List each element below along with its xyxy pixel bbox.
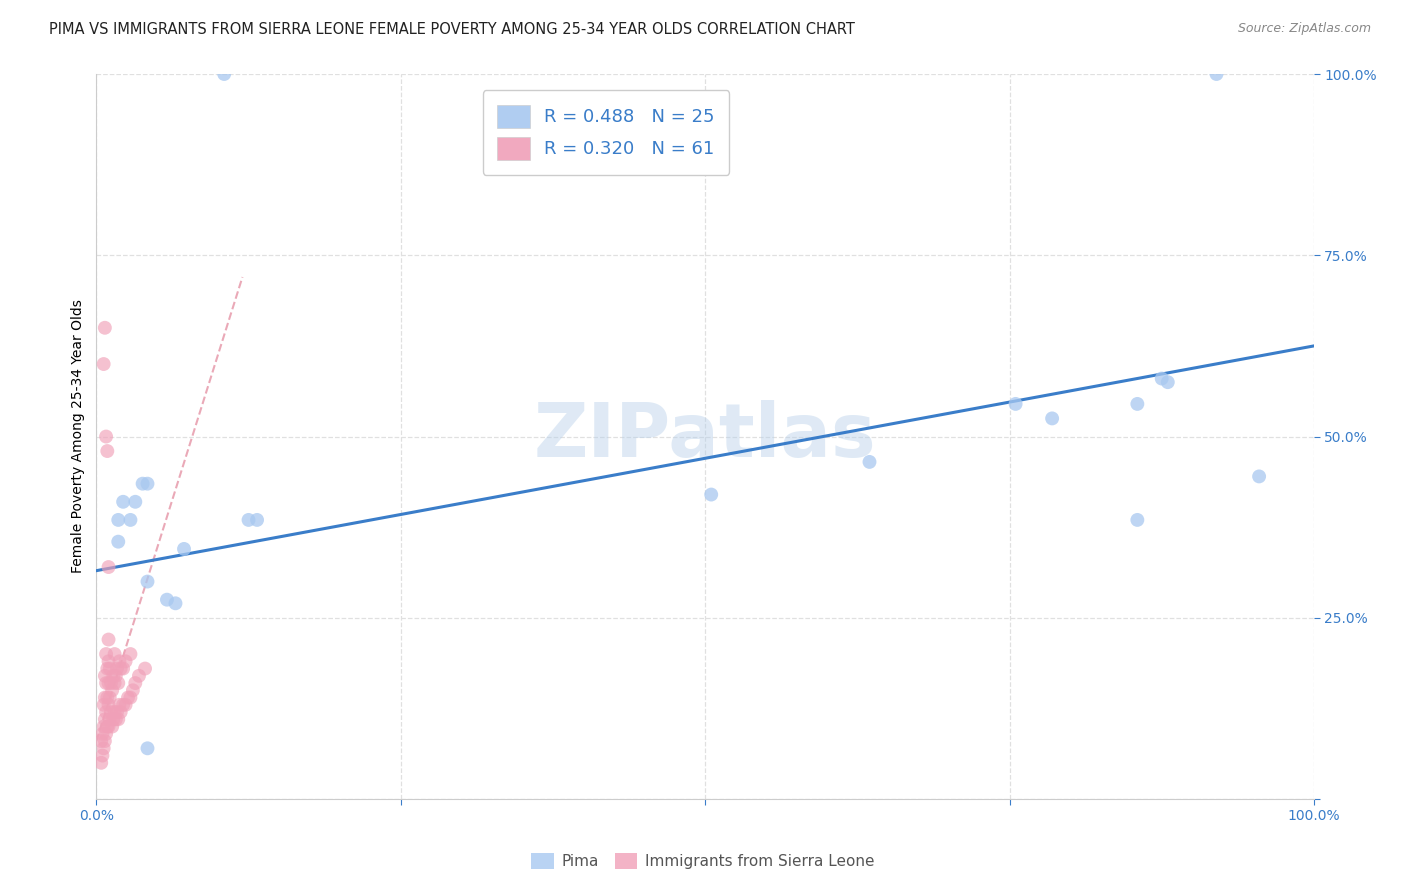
Point: [98, 712, 121, 726]
Point: [107, 534, 129, 549]
Point: [105, 705, 128, 719]
Text: Source: ZipAtlas.com: Source: ZipAtlas.com: [1237, 22, 1371, 36]
Point: [124, 676, 146, 690]
Point: [103, 669, 125, 683]
Point: [97, 560, 120, 574]
Point: [128, 669, 150, 683]
Point: [165, 596, 187, 610]
Point: [107, 513, 129, 527]
Point: [1205, 67, 1227, 81]
Point: [105, 662, 128, 676]
Point: [122, 683, 145, 698]
Point: [90, 756, 112, 770]
Point: [94, 429, 117, 443]
Point: [246, 513, 269, 527]
Point: [1040, 411, 1063, 425]
Point: [94, 647, 117, 661]
Point: [94, 320, 117, 334]
Point: [94, 727, 117, 741]
Point: [131, 476, 153, 491]
Point: [112, 698, 135, 712]
Point: [136, 574, 159, 589]
Point: [114, 698, 136, 712]
Point: [107, 712, 129, 726]
Text: PIMA VS IMMIGRANTS FROM SIERRA LEONE FEMALE POVERTY AMONG 25-34 YEAR OLDS CORREL: PIMA VS IMMIGRANTS FROM SIERRA LEONE FEM…: [49, 22, 855, 37]
Point: [124, 495, 146, 509]
Point: [98, 662, 121, 676]
Point: [97, 720, 120, 734]
Point: [94, 705, 117, 719]
Point: [156, 592, 179, 607]
Point: [108, 698, 131, 712]
Point: [96, 444, 118, 458]
Point: [90, 734, 112, 748]
Point: [108, 654, 131, 668]
Point: [136, 741, 159, 756]
Point: [114, 654, 136, 668]
Point: [94, 712, 117, 726]
Point: [96, 662, 118, 676]
Point: [101, 683, 124, 698]
Y-axis label: Female Poverty Among 25-34 Year Olds: Female Poverty Among 25-34 Year Olds: [72, 300, 86, 574]
Point: [110, 705, 132, 719]
Point: [212, 67, 235, 81]
Point: [93, 720, 115, 734]
Point: [110, 662, 132, 676]
Point: [93, 741, 115, 756]
Point: [91, 727, 114, 741]
Point: [112, 662, 135, 676]
Point: [97, 676, 120, 690]
Text: ZIPatlas: ZIPatlas: [534, 400, 876, 473]
Point: [96, 690, 118, 705]
Point: [97, 632, 120, 647]
Point: [107, 676, 129, 690]
Legend: Pima, Immigrants from Sierra Leone: Pima, Immigrants from Sierra Leone: [526, 847, 880, 875]
Point: [104, 705, 127, 719]
Point: [1249, 469, 1271, 483]
Point: [101, 720, 124, 734]
Point: [104, 669, 127, 683]
Point: [100, 676, 122, 690]
Point: [700, 487, 723, 501]
Point: [173, 541, 195, 556]
Point: [94, 690, 117, 705]
Point: [103, 712, 125, 726]
Point: [117, 690, 139, 705]
Point: [94, 669, 117, 683]
Point: [1150, 371, 1173, 385]
Legend: R = 0.488   N = 25, R = 0.320   N = 61: R = 0.488 N = 25, R = 0.320 N = 61: [482, 90, 730, 175]
Point: [93, 698, 115, 712]
Point: [98, 690, 121, 705]
Point: [97, 698, 120, 712]
Point: [238, 513, 260, 527]
Point: [93, 357, 115, 371]
Point: [858, 455, 880, 469]
Point: [120, 690, 142, 705]
Point: [94, 734, 117, 748]
Point: [1004, 397, 1026, 411]
Point: [1126, 513, 1149, 527]
Point: [97, 654, 120, 668]
Point: [91, 748, 114, 763]
Point: [120, 513, 142, 527]
Point: [136, 476, 159, 491]
Point: [112, 495, 135, 509]
Point: [1157, 375, 1180, 389]
Point: [100, 705, 122, 719]
Point: [134, 662, 156, 676]
Point: [104, 712, 127, 726]
Point: [96, 720, 118, 734]
Point: [1126, 397, 1149, 411]
Point: [104, 647, 127, 661]
Point: [120, 647, 142, 661]
Point: [94, 676, 117, 690]
Point: [104, 676, 127, 690]
